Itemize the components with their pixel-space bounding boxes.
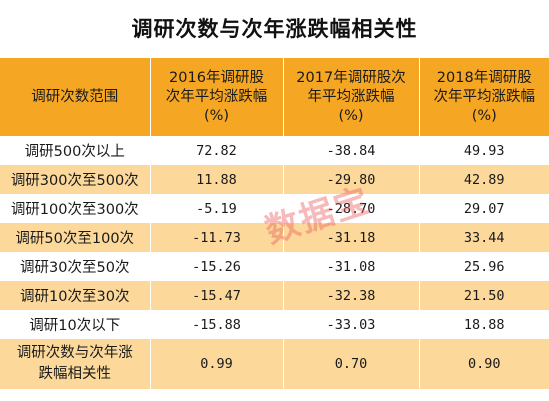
range-cell: 调研50次至100次 <box>0 223 151 252</box>
table-row: 调研10次至30次 -15.47 -32.38 21.50 <box>0 281 549 310</box>
range-cell: 调研500次以上 <box>0 136 151 165</box>
range-cell: 调研10次以下 <box>0 310 151 339</box>
value-2018-cell: 29.07 <box>463 200 505 217</box>
value-2017-cell: -31.08 <box>283 252 420 281</box>
table-row: 调研30次至50次 -15.26 -31.08 25.96 <box>0 252 549 281</box>
value-2018-cell: 25.96 <box>463 258 505 275</box>
header-range: 调研次数范围 <box>0 58 151 136</box>
table-row: 调研100次至300次 -5.19 -28.70 29.07 <box>0 194 549 223</box>
table-row: 调研50次至100次 -11.73 -31.18 33.44 <box>0 223 549 252</box>
range-cell: 调研10次至30次 <box>0 281 151 310</box>
correlation-2016-cell: 0.99 <box>150 339 284 389</box>
correlation-label-line-1: 调研次数与次年涨 <box>16 345 133 361</box>
value-2017-cell: -33.03 <box>283 310 420 339</box>
value-2016-cell: 11.88 <box>150 165 284 194</box>
value-2017-cell: -31.18 <box>283 223 420 252</box>
header-range-line: 调研次数范围 <box>31 88 119 105</box>
value-2016-cell: -15.26 <box>150 252 284 281</box>
header-2017-line-1: 2017年调研股次 <box>296 69 406 86</box>
value-2016-cell: 72.82 <box>150 136 284 165</box>
correlation-table: 调研次数范围 2016年调研股 次年平均涨跌幅 (%) 2017年调研股次 年平… <box>0 58 549 389</box>
value-2018-cell: 49.93 <box>463 142 505 159</box>
value-2018-cell: 21.50 <box>463 287 505 304</box>
table-row: 调研500次以上 72.82 -38.84 49.93 <box>0 136 549 165</box>
header-2018-line-3: (%) <box>471 107 497 124</box>
range-cell: 调研100次至300次 <box>0 194 151 223</box>
page-title: 调研次数与次年涨跌幅相关性 <box>131 17 418 41</box>
value-2016-cell: -15.47 <box>150 281 284 310</box>
header-2016-line-3: (%) <box>203 107 230 124</box>
range-cell: 调研300次至500次 <box>0 165 151 194</box>
header-2016-line-2: 次年平均涨跌幅 <box>165 88 268 105</box>
value-2016-cell: -5.19 <box>150 194 284 223</box>
value-2018-cell: 18.88 <box>463 316 505 333</box>
value-2017-cell: -38.84 <box>283 136 420 165</box>
correlation-2017-cell: 0.70 <box>283 339 420 389</box>
value-2017-cell: -29.80 <box>283 165 420 194</box>
header-2016-line-1: 2016年调研股 <box>169 69 264 86</box>
correlation-2018-cell: 0.90 <box>467 356 501 372</box>
header-2017-line-3: (%) <box>338 107 364 124</box>
range-cell: 调研30次至50次 <box>0 252 151 281</box>
value-2018-cell: 33.44 <box>463 229 505 246</box>
value-2018-cell: 42.89 <box>463 171 505 188</box>
value-2016-cell: -15.88 <box>150 310 284 339</box>
value-2016-cell: -11.73 <box>150 223 284 252</box>
correlation-label: 调研次数与次年涨 跌幅相关性 <box>0 339 151 389</box>
header-2017: 2017年调研股次 年平均涨跌幅 (%) <box>283 58 420 136</box>
header-row: 调研次数范围 2016年调研股 次年平均涨跌幅 (%) 2017年调研股次 年平… <box>0 58 549 136</box>
header-2018-line-2: 次年平均涨跌幅 <box>433 88 536 105</box>
correlation-label-line-2: 跌幅相关性 <box>38 366 112 382</box>
header-2016: 2016年调研股 次年平均涨跌幅 (%) <box>150 58 284 136</box>
table-row: 调研300次至500次 11.88 -29.80 42.89 <box>0 165 549 194</box>
header-2018-line-1: 2018年调研股 <box>436 69 532 86</box>
correlation-row: 调研次数与次年涨 跌幅相关性 0.99 0.70 0.90 <box>0 339 549 389</box>
header-2018: 2018年调研股 次年平均涨跌幅 (%) <box>419 58 549 136</box>
value-2017-cell: -32.38 <box>283 281 420 310</box>
value-2017-cell: -28.70 <box>283 194 420 223</box>
table-row: 调研10次以下 -15.88 -33.03 18.88 <box>0 310 549 339</box>
header-2017-line-2: 年平均涨跌幅 <box>307 88 395 105</box>
